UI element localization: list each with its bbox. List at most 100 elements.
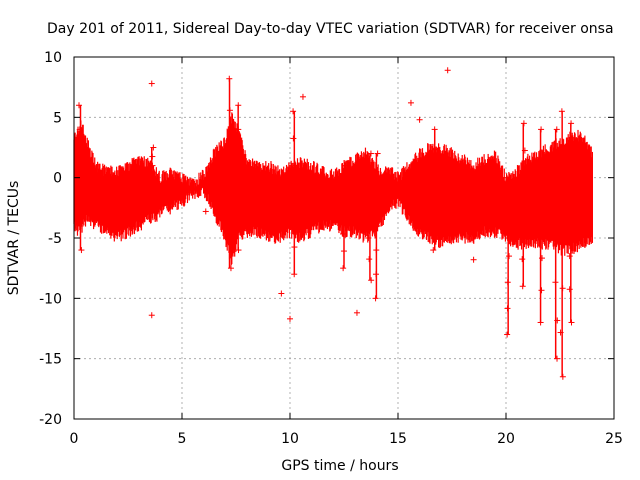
data-point	[367, 150, 374, 157]
data-point-outlier	[416, 116, 423, 123]
data-point-outlier	[287, 315, 293, 322]
data-point	[568, 120, 575, 127]
data-points	[73, 67, 594, 380]
data-point	[226, 170, 233, 177]
data-point	[568, 186, 575, 193]
data-point	[568, 319, 575, 326]
data-point	[537, 190, 544, 197]
data-point-outlier	[299, 93, 306, 100]
data-point	[150, 144, 157, 151]
data-point	[538, 158, 545, 165]
data-point	[521, 228, 528, 235]
x-tick-label: 5	[178, 431, 187, 447]
data-point	[78, 247, 85, 254]
data-point	[342, 162, 349, 169]
data-point	[538, 126, 545, 133]
y-tick-label: -15	[39, 352, 62, 368]
data-point	[339, 196, 346, 203]
data-point	[368, 277, 375, 284]
data-point	[147, 198, 154, 205]
data-point	[553, 241, 560, 248]
data-point	[367, 171, 374, 178]
data-point	[77, 150, 84, 157]
data-point	[290, 135, 297, 142]
data-point	[374, 174, 381, 181]
data-point	[520, 120, 527, 127]
data-point	[566, 253, 573, 260]
data-point	[537, 319, 544, 326]
data-point	[538, 255, 545, 262]
data-point	[371, 198, 378, 205]
data-point	[554, 355, 561, 362]
data-point	[291, 244, 298, 251]
data-point	[225, 233, 232, 240]
data-point	[430, 166, 437, 173]
data-point	[519, 256, 526, 263]
data-point	[234, 174, 241, 181]
data-point	[553, 126, 560, 133]
data-point	[558, 196, 565, 203]
data-point	[559, 373, 566, 380]
data-point-outlier	[202, 208, 209, 215]
y-tick-label: 0	[53, 171, 62, 187]
data-point	[147, 189, 154, 196]
data-point	[560, 241, 567, 248]
data-point	[149, 180, 156, 187]
data-point	[291, 189, 298, 196]
data-point	[149, 162, 156, 169]
data-point	[368, 213, 375, 220]
data-point	[432, 226, 439, 233]
y-axis-label: SDTVAR / TECUs	[6, 181, 22, 296]
data-point	[373, 247, 380, 254]
data-point	[569, 219, 576, 226]
data-point	[76, 102, 83, 109]
data-point	[77, 222, 84, 229]
x-axis-label: GPS time / hours	[281, 458, 398, 474]
y-tick-label: -20	[39, 412, 62, 428]
data-point	[504, 331, 511, 338]
x-tick-label: 10	[281, 431, 299, 447]
x-tick-label: 25	[605, 431, 623, 447]
data-point	[433, 186, 440, 193]
data-point	[235, 102, 242, 109]
data-point-outlier	[148, 80, 155, 87]
data-point	[568, 153, 575, 160]
x-axis: 0 5 10 15 20 25	[70, 57, 623, 447]
data-point	[504, 226, 511, 233]
data-point	[226, 202, 233, 209]
data-point	[566, 286, 573, 293]
data-point	[236, 222, 243, 229]
data-point	[292, 162, 299, 169]
y-tick-label: 10	[44, 50, 62, 66]
data-point	[148, 171, 155, 178]
data-point	[149, 153, 156, 160]
data-point	[366, 192, 373, 199]
data-point	[506, 253, 513, 260]
data-point-outlier	[444, 67, 451, 74]
data-point	[235, 247, 242, 254]
data-point	[76, 126, 83, 133]
x-tick-label: 0	[70, 431, 79, 447]
data-point-outlier	[148, 312, 155, 319]
data-point-outlier	[470, 256, 477, 263]
data-point	[539, 222, 546, 229]
data-point	[373, 222, 380, 229]
data-point	[226, 138, 233, 145]
data-point	[503, 174, 510, 181]
data-point	[559, 285, 566, 292]
data-point	[227, 265, 234, 272]
data-point	[235, 150, 242, 157]
data-point	[430, 206, 437, 213]
data-point	[558, 108, 565, 115]
data-point	[340, 248, 347, 255]
data-point	[431, 126, 438, 133]
data-point	[372, 295, 379, 302]
data-point	[340, 265, 347, 272]
y-tick-label: -5	[48, 231, 62, 247]
data-point	[340, 213, 347, 220]
y-tick-label: -10	[39, 291, 62, 307]
data-point-outlier	[278, 290, 285, 297]
data-point-outlier	[407, 99, 414, 106]
data-point	[226, 75, 233, 82]
